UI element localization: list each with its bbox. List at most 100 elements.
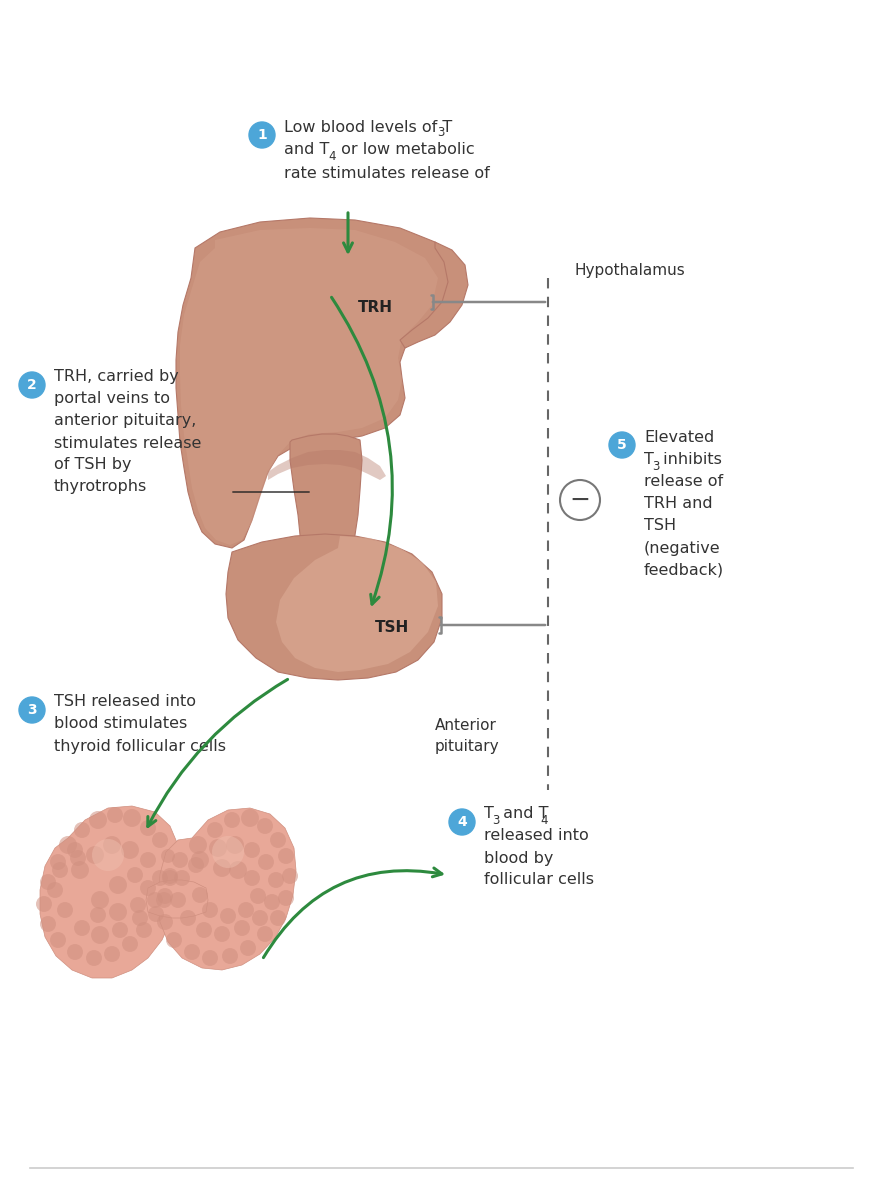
Circle shape	[244, 870, 260, 886]
Circle shape	[50, 854, 66, 870]
Circle shape	[238, 902, 254, 918]
Circle shape	[278, 890, 294, 906]
Circle shape	[222, 948, 238, 964]
Circle shape	[270, 910, 286, 926]
Circle shape	[130, 898, 146, 913]
Circle shape	[36, 896, 52, 912]
Text: Hypothalamus: Hypothalamus	[575, 263, 686, 277]
Circle shape	[258, 854, 274, 870]
Text: 3: 3	[437, 126, 444, 139]
Circle shape	[47, 882, 63, 898]
Circle shape	[180, 910, 196, 926]
Circle shape	[212, 836, 244, 868]
Circle shape	[220, 908, 236, 924]
Circle shape	[103, 836, 121, 854]
Circle shape	[162, 868, 178, 884]
Text: anterior pituitary,: anterior pituitary,	[54, 414, 196, 428]
Circle shape	[40, 916, 56, 932]
Circle shape	[282, 868, 298, 884]
Circle shape	[191, 851, 209, 869]
Circle shape	[92, 839, 124, 871]
Text: stimulates release: stimulates release	[54, 436, 201, 450]
Text: rate stimulates release of: rate stimulates release of	[284, 166, 490, 180]
Circle shape	[202, 950, 218, 966]
Circle shape	[157, 888, 173, 904]
FancyArrowPatch shape	[263, 868, 442, 958]
Text: Elevated: Elevated	[644, 430, 714, 444]
Circle shape	[86, 950, 102, 966]
Circle shape	[148, 906, 164, 922]
Circle shape	[257, 926, 273, 942]
Text: 4: 4	[328, 150, 336, 162]
Polygon shape	[146, 880, 208, 918]
Text: TRH, carried by: TRH, carried by	[54, 370, 178, 384]
Text: portal veins to: portal veins to	[54, 391, 170, 407]
Text: blood stimulates: blood stimulates	[54, 716, 187, 732]
Circle shape	[192, 887, 208, 902]
Circle shape	[229, 862, 247, 878]
Polygon shape	[290, 434, 362, 558]
Text: (negative: (negative	[644, 540, 721, 556]
FancyArrowPatch shape	[147, 679, 288, 827]
Text: feedback): feedback)	[644, 563, 724, 577]
Text: 3: 3	[492, 814, 500, 827]
Circle shape	[196, 922, 212, 938]
Text: Anterior
pituitary: Anterior pituitary	[435, 718, 500, 754]
Text: 3: 3	[652, 460, 660, 473]
Circle shape	[140, 880, 156, 896]
Text: inhibits: inhibits	[658, 452, 722, 468]
Circle shape	[104, 946, 120, 962]
Circle shape	[162, 870, 178, 886]
Circle shape	[71, 862, 89, 878]
Circle shape	[244, 842, 260, 858]
Circle shape	[209, 839, 227, 857]
Polygon shape	[158, 808, 296, 970]
Text: 1: 1	[257, 128, 267, 142]
Circle shape	[252, 910, 268, 926]
Circle shape	[240, 940, 256, 956]
Circle shape	[207, 822, 223, 838]
Circle shape	[449, 809, 475, 835]
Circle shape	[170, 892, 186, 908]
Polygon shape	[40, 806, 180, 978]
Text: 4: 4	[457, 815, 467, 829]
Circle shape	[147, 892, 163, 908]
Circle shape	[50, 932, 66, 948]
Circle shape	[136, 922, 152, 938]
Circle shape	[89, 811, 107, 829]
Text: of TSH by: of TSH by	[54, 457, 132, 473]
Circle shape	[52, 862, 68, 878]
Text: blood by: blood by	[484, 851, 554, 865]
Circle shape	[264, 894, 280, 910]
Circle shape	[224, 812, 240, 828]
Text: T: T	[484, 806, 494, 822]
Circle shape	[166, 932, 182, 948]
Text: TRH and: TRH and	[644, 497, 713, 511]
Circle shape	[213, 859, 231, 877]
Text: Low blood levels of T: Low blood levels of T	[284, 120, 452, 134]
Circle shape	[132, 910, 148, 926]
Circle shape	[609, 432, 635, 458]
Circle shape	[157, 914, 173, 930]
Text: thyrotrophs: thyrotrophs	[54, 480, 147, 494]
Circle shape	[249, 122, 275, 148]
Circle shape	[91, 926, 109, 944]
Polygon shape	[268, 450, 386, 480]
Text: and T: and T	[284, 143, 329, 157]
Circle shape	[59, 836, 77, 854]
Circle shape	[121, 841, 139, 859]
Text: 5: 5	[617, 438, 627, 452]
Circle shape	[156, 892, 172, 908]
Circle shape	[234, 920, 250, 936]
Circle shape	[57, 902, 73, 918]
Circle shape	[257, 818, 273, 834]
Circle shape	[127, 866, 143, 883]
FancyArrowPatch shape	[331, 298, 392, 604]
Circle shape	[109, 902, 127, 922]
Circle shape	[67, 944, 83, 960]
Text: 4: 4	[540, 814, 547, 827]
Text: TRH: TRH	[358, 300, 393, 316]
Circle shape	[90, 907, 106, 923]
Polygon shape	[180, 228, 438, 545]
Circle shape	[70, 850, 86, 866]
